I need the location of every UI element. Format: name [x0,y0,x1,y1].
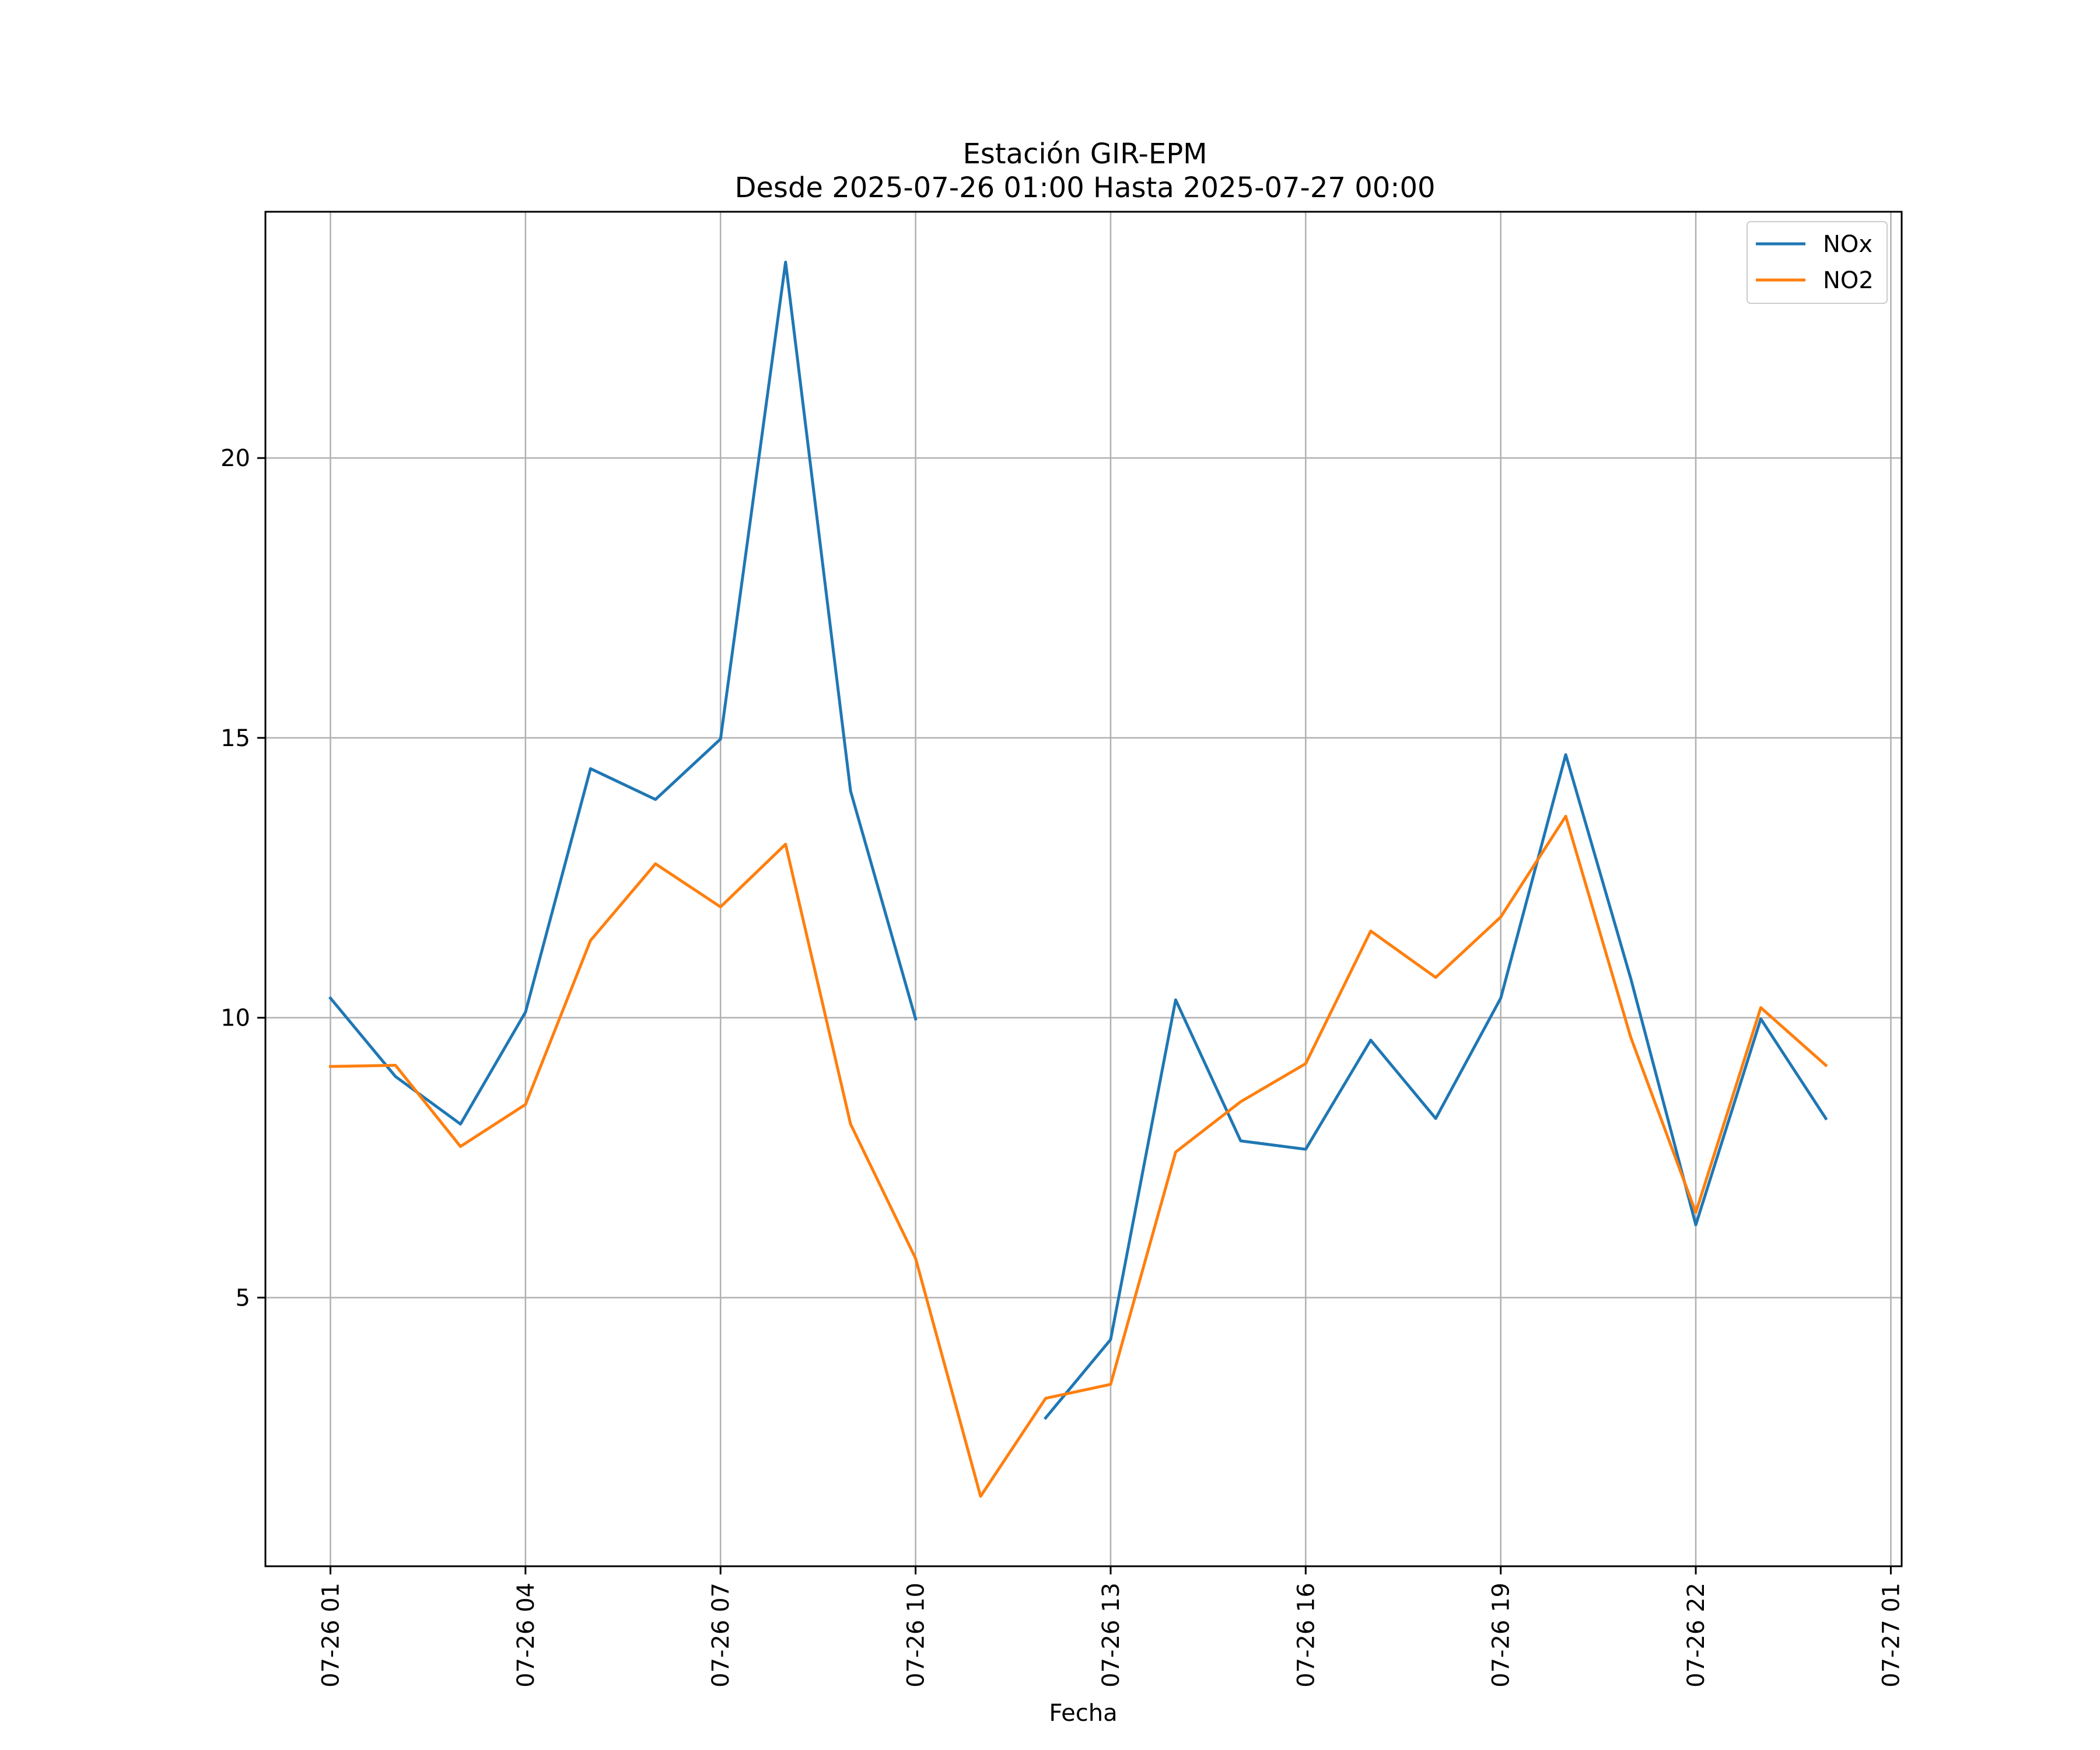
grid [265,212,1902,1566]
y-tick-label: 15 [220,725,250,752]
y-tick-label: 20 [220,445,250,472]
x-tick-label: 07-27 01 [1878,1583,1905,1688]
plot-area-frame [264,211,1903,1567]
x-tick-label: 07-26 13 [1098,1583,1125,1688]
series-line-nox [328,260,918,1126]
x-tick-label: 07-26 10 [903,1583,930,1688]
y-tick-label: 5 [236,1284,250,1311]
y-axis-ticks: 5 10 15 20 [220,445,265,1311]
chart-subtitle: Desde 2025-07-26 01:00 Hasta 2025-07-27 … [734,172,1435,204]
x-tick-label: 07-26 07 [708,1583,734,1688]
x-tick-label: 07-26 19 [1488,1583,1515,1688]
chart-title: Estación GIR-EPM [963,138,1207,170]
legend-frame [1746,221,1888,304]
legend: NOx NO2 [1746,221,1888,304]
x-tick-label: 07-26 22 [1683,1583,1710,1688]
x-axis-ticks: 07-26 01 07-26 04 07-26 07 07-26 10 07-26 13… [317,1566,1905,1688]
x-tick-label: 07-26 16 [1293,1583,1320,1688]
series-line-nox [1043,753,1828,1420]
series-lines [328,260,1828,1498]
x-axis-label: Fecha [1049,1700,1117,1727]
x-tick-label: 07-26 04 [513,1583,540,1688]
x-tick-label: 07-26 01 [317,1583,344,1688]
series-line-no2 [328,814,1828,1498]
y-tick-label: 10 [220,1005,250,1032]
legend-label-no2: NO2 [1823,267,1874,294]
legend-label-nox: NOx [1823,231,1873,258]
